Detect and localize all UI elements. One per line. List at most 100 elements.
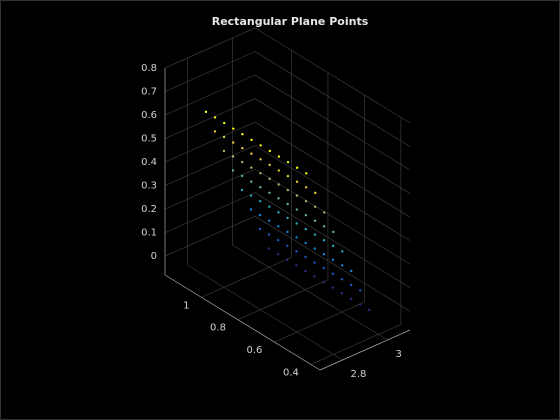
point — [286, 202, 289, 206]
point — [331, 272, 335, 275]
point — [277, 197, 280, 200]
point — [286, 244, 289, 247]
x-tick-label: 0.6 — [247, 345, 263, 356]
point — [268, 219, 271, 222]
point — [277, 155, 281, 158]
point — [331, 244, 335, 248]
point — [213, 116, 217, 119]
y-tick-label: 2.8 — [351, 369, 367, 380]
point — [250, 166, 253, 169]
point — [276, 252, 280, 256]
x-tick-label: 1 — [183, 300, 189, 311]
point — [249, 194, 253, 197]
point — [222, 135, 226, 139]
point — [304, 227, 307, 231]
point — [322, 225, 326, 228]
point — [322, 280, 325, 284]
point — [268, 149, 271, 153]
axis-line — [164, 274, 321, 371]
grid-line — [164, 192, 256, 233]
grid-line — [201, 257, 292, 298]
grid-line — [164, 168, 256, 210]
point — [295, 250, 298, 253]
grid-line — [164, 145, 256, 186]
grid-line — [254, 121, 411, 218]
point — [295, 208, 298, 211]
grid-line — [254, 27, 411, 124]
point — [259, 172, 262, 175]
z-tick-label: 0.6 — [141, 110, 157, 121]
point — [350, 269, 353, 273]
point — [258, 227, 262, 231]
point — [277, 183, 280, 186]
point — [204, 110, 208, 114]
point — [304, 200, 308, 203]
point — [313, 233, 317, 236]
point — [232, 127, 235, 130]
point — [268, 205, 271, 208]
point — [231, 169, 235, 172]
chart-title: Rectangular Plane Points — [212, 15, 369, 28]
point — [304, 186, 308, 189]
point — [268, 177, 271, 181]
x-tick-label: 0.4 — [283, 367, 299, 378]
point — [286, 160, 290, 164]
point — [286, 230, 289, 234]
point — [295, 236, 298, 239]
grid-line — [274, 301, 365, 343]
point — [277, 169, 280, 172]
point — [268, 163, 271, 167]
grid-line — [232, 244, 388, 341]
point — [340, 278, 344, 281]
point — [295, 166, 299, 169]
point — [286, 188, 289, 192]
point — [304, 241, 307, 245]
grid-line — [164, 215, 256, 257]
z-tick-label: 0.5 — [141, 134, 157, 145]
grid-line — [254, 192, 411, 288]
point — [313, 261, 316, 264]
point — [223, 121, 226, 125]
point — [295, 180, 299, 183]
point — [277, 225, 280, 228]
point — [358, 303, 362, 306]
point — [250, 138, 253, 142]
point — [359, 289, 362, 292]
point — [259, 158, 262, 161]
grid-line — [187, 264, 343, 361]
point — [314, 191, 317, 195]
point — [323, 211, 326, 214]
point — [304, 269, 307, 273]
point — [322, 266, 325, 270]
point — [259, 186, 262, 189]
point — [268, 191, 271, 194]
grid-line — [164, 51, 256, 92]
point — [295, 264, 298, 267]
point — [313, 219, 317, 222]
z-tick-label: 0.7 — [141, 87, 157, 98]
grid-line — [164, 98, 256, 139]
point — [313, 275, 316, 278]
point — [277, 211, 280, 214]
point — [295, 222, 298, 225]
point — [331, 258, 335, 261]
point — [331, 286, 334, 289]
point — [340, 264, 344, 267]
point — [241, 160, 244, 164]
grid-line — [254, 145, 411, 241]
y-tick-label: 3 — [396, 349, 402, 360]
grid-line — [164, 121, 256, 163]
point — [286, 216, 289, 220]
point — [368, 308, 371, 312]
grid-line — [164, 27, 256, 69]
point — [304, 213, 308, 217]
axis-line — [319, 329, 411, 371]
point — [305, 172, 308, 175]
grid-line — [254, 215, 411, 312]
point — [322, 239, 326, 242]
point — [241, 133, 244, 136]
point — [259, 144, 262, 147]
point — [277, 238, 280, 242]
z-tick-label: 0.8 — [141, 63, 157, 74]
